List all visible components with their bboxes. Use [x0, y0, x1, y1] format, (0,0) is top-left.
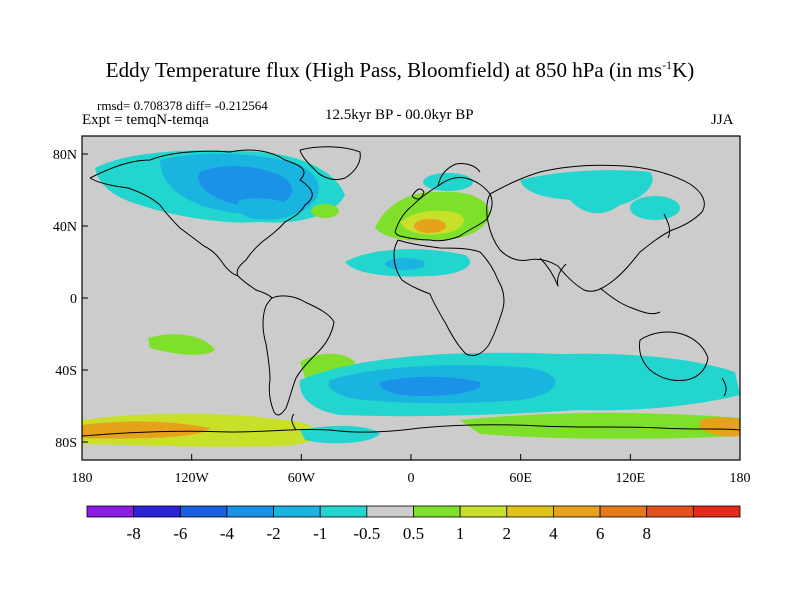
y-tick-label: 80N	[53, 148, 77, 163]
axis-ticks	[81, 153, 741, 460]
colorbar-box	[179, 505, 228, 518]
coast-south-america	[262, 295, 335, 416]
colorbar-box	[86, 505, 135, 518]
shade-antarctic-rim-strong	[82, 421, 210, 439]
coast-central-america	[237, 275, 273, 299]
x-tick-label: 180	[72, 471, 93, 486]
anomaly-shading	[82, 150, 740, 447]
shade-scandinavia	[423, 173, 473, 191]
coast-scandinavia	[437, 163, 481, 187]
colorbar-box	[133, 505, 181, 518]
x-tick-label: 0	[408, 471, 415, 486]
colorbar-labels: -8 -6 -4 -2 -1 -0.5 0.5 1 2 4 6 8	[127, 524, 651, 543]
x-tick-label: 180	[730, 471, 751, 486]
x-tick-label: 120W	[175, 471, 210, 486]
shade-weddell	[300, 425, 380, 444]
colorbar-box	[506, 505, 554, 518]
colorbar-box	[599, 505, 648, 518]
coast-asia	[486, 164, 705, 292]
shade-southern-ocean-core	[379, 376, 481, 396]
title-text: Eddy Temperature flux (High Pass, Bloomf…	[105, 58, 663, 82]
colorbar-box	[413, 505, 461, 518]
coast-antarctic-peninsula	[291, 413, 297, 431]
coast-africa	[393, 239, 505, 357]
period-label: 12.5kyr BP - 00.0kyr BP	[325, 107, 474, 123]
x-tick-label: 60E	[509, 471, 532, 486]
colorbar-label: 8	[642, 524, 651, 543]
y-tick-label: 80S	[55, 436, 77, 451]
title-unit-end: K)	[672, 58, 695, 82]
colorbar	[86, 505, 741, 518]
shade-antarctic-ross	[700, 417, 740, 437]
coast-north-america	[89, 149, 313, 277]
map-title: Eddy Temperature flux (High Pass, Bloomf…	[0, 58, 800, 83]
y-tick-label: 40S	[55, 364, 77, 379]
shade-atlantic-positive	[311, 204, 339, 218]
colorbar-box	[459, 505, 508, 518]
coast-antarctica	[82, 424, 740, 437]
colorbar-label: 4	[549, 524, 558, 543]
colorbar-label: -0.5	[353, 524, 380, 543]
shade-antarctic-rim-east	[460, 412, 740, 439]
coast-india	[539, 257, 567, 287]
title-superscript: -1	[662, 58, 673, 72]
coast-uk	[411, 188, 425, 200]
coastlines	[82, 146, 740, 437]
colorbar-label: -8	[127, 524, 141, 543]
colorbar-label: -2	[266, 524, 280, 543]
colorbar-label: -4	[220, 524, 235, 543]
colorbar-box	[692, 505, 741, 518]
colorbar-box	[273, 505, 321, 518]
y-tick-label: 0	[70, 292, 77, 307]
colorbar-label: -6	[173, 524, 187, 543]
x-tick-label: 60W	[288, 471, 316, 486]
shade-pacific-north	[630, 196, 680, 220]
season-label: JJA	[711, 112, 734, 128]
colorbar-box	[553, 505, 601, 518]
coast-greenland	[299, 146, 361, 181]
colorbar-label: 0.5	[403, 524, 424, 543]
x-tick-label: 120E	[616, 471, 646, 486]
experiment-label: Expt = temqN-temqa	[82, 112, 209, 128]
shade-north-america-core	[197, 166, 293, 208]
coast-southeast-asia	[599, 287, 661, 315]
coast-japan	[663, 213, 671, 239]
colorbar-label: 2	[503, 524, 512, 543]
stats-label: rmsd= 0.708378 diff= -0.212564	[97, 98, 268, 113]
colorbar-label: 6	[596, 524, 605, 543]
coast-new-zealand	[721, 377, 727, 397]
colorbar-label: 1	[456, 524, 465, 543]
coast-europe	[394, 177, 493, 242]
colorbar-box	[319, 505, 368, 518]
shade-subtropical-atlantic-core	[385, 258, 425, 270]
colorbar-box	[366, 505, 414, 518]
shade-us-east	[237, 198, 300, 220]
shade-iberia	[414, 219, 446, 233]
coast-australia	[639, 331, 709, 381]
colorbar-label: -1	[313, 524, 327, 543]
colorbar-box	[646, 505, 694, 518]
axis-tick-labels: 180 120W 60W 0 60E 120E 180 80N 40N 0 40S 80S	[53, 148, 751, 486]
shade-south-pacific	[148, 334, 215, 355]
y-tick-label: 40N	[53, 220, 77, 235]
shade-siberia	[520, 170, 653, 214]
colorbar-box	[226, 505, 274, 518]
